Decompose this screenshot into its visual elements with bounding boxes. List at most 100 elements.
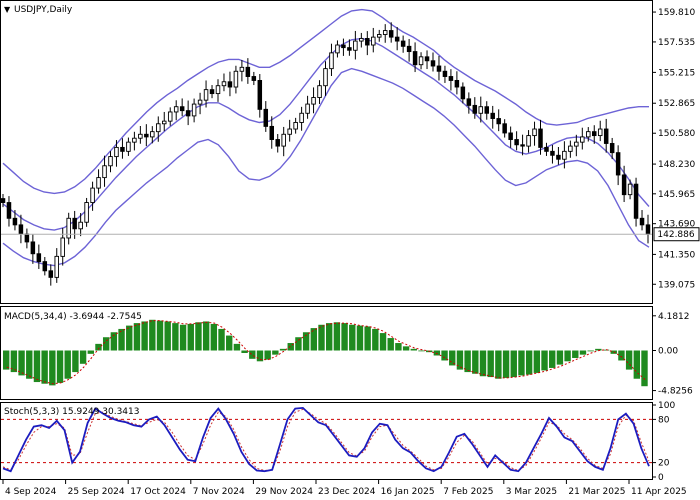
macd-bar bbox=[579, 350, 587, 355]
candle-body bbox=[406, 45, 412, 53]
time-tick-label: 23 Dec 2024 bbox=[318, 487, 376, 497]
candle-body bbox=[436, 65, 442, 72]
candle-body bbox=[377, 34, 382, 38]
candle-body bbox=[245, 66, 251, 77]
candle-body bbox=[215, 85, 221, 95]
candle-body bbox=[156, 123, 161, 133]
macd-bar bbox=[79, 350, 87, 364]
macd-bar bbox=[379, 333, 387, 351]
candle-body bbox=[574, 141, 579, 147]
stoch-tick-label: 80 bbox=[658, 415, 670, 425]
macd-bar bbox=[179, 324, 187, 351]
macd-bar bbox=[102, 337, 110, 351]
candle-body bbox=[442, 70, 448, 77]
macd-bar bbox=[195, 322, 202, 351]
macd-bar bbox=[479, 350, 487, 377]
time-tick-label: 4 Sep 2024 bbox=[5, 487, 57, 497]
macd-bar bbox=[126, 325, 133, 351]
candle-body bbox=[496, 118, 501, 125]
stoch-lines bbox=[2, 406, 650, 473]
macd-bar bbox=[133, 323, 141, 351]
macd-bar bbox=[456, 350, 464, 370]
price-tick-label: 139.075 bbox=[658, 280, 695, 290]
candle-body bbox=[60, 237, 65, 257]
candle-body bbox=[532, 128, 537, 137]
bollinger-middle-line bbox=[2, 37, 650, 231]
candle-body bbox=[173, 106, 179, 113]
macd-bar bbox=[110, 332, 118, 351]
macd-bar bbox=[26, 350, 33, 379]
candle-body bbox=[239, 66, 245, 72]
candle-body bbox=[365, 37, 370, 46]
candle-body bbox=[257, 80, 263, 110]
time-tick-label: 21 Mar 2025 bbox=[568, 487, 625, 497]
candle-body bbox=[150, 131, 155, 138]
candle-body bbox=[592, 131, 597, 137]
macd-bar bbox=[10, 350, 18, 373]
macd-bar bbox=[602, 349, 610, 351]
candle-body bbox=[615, 152, 621, 176]
macd-bar bbox=[387, 338, 394, 351]
macd-bar bbox=[449, 350, 456, 366]
chevron-down-icon[interactable]: ▼ bbox=[4, 5, 11, 14]
macd-signal-path bbox=[6, 320, 646, 385]
macd-bar bbox=[472, 350, 479, 374]
candle-body bbox=[466, 98, 472, 106]
candle-body bbox=[197, 99, 203, 105]
macd-bar bbox=[172, 323, 179, 351]
macd-bar bbox=[202, 321, 210, 351]
candle-body bbox=[424, 56, 430, 62]
candle-body bbox=[603, 128, 609, 144]
macd-bar bbox=[564, 350, 571, 362]
time-tick-label: 17 Oct 2024 bbox=[130, 487, 186, 497]
macd-bar bbox=[372, 328, 379, 351]
macd-bar bbox=[441, 350, 448, 361]
candlesticks bbox=[0, 22, 651, 286]
candle-body bbox=[293, 122, 298, 130]
candle-body bbox=[132, 137, 137, 143]
macd-bar bbox=[56, 350, 64, 383]
candle-body bbox=[550, 150, 555, 156]
macd-histogram bbox=[3, 319, 648, 387]
macd-bar bbox=[641, 350, 648, 387]
candle-body bbox=[144, 133, 149, 138]
macd-bar bbox=[118, 328, 125, 351]
candle-body bbox=[167, 111, 173, 122]
candle-body bbox=[54, 255, 60, 278]
price-tick-label: 145.965 bbox=[658, 190, 695, 200]
candle-body bbox=[12, 217, 18, 226]
candle-body bbox=[161, 120, 167, 125]
candle-body bbox=[520, 144, 525, 147]
macd-bar bbox=[264, 350, 271, 360]
macd-bar bbox=[618, 350, 625, 361]
candle-body bbox=[96, 177, 101, 189]
current-price-label-box bbox=[653, 227, 700, 242]
macd-bar bbox=[410, 348, 417, 351]
macd-bar bbox=[295, 337, 302, 351]
time-tick-label: 11 Apr 2025 bbox=[631, 487, 687, 497]
macd-bar bbox=[633, 350, 641, 379]
price-tick-label: 152.865 bbox=[658, 99, 695, 109]
macd-bar bbox=[625, 350, 633, 370]
price-tick-label: 143.690 bbox=[658, 220, 695, 230]
stoch-tick-label: 0 bbox=[658, 473, 664, 483]
candle-body bbox=[478, 106, 484, 114]
candle-body bbox=[388, 30, 394, 38]
candle-body bbox=[311, 97, 316, 105]
macd-bar bbox=[256, 350, 264, 362]
candle-body bbox=[394, 36, 400, 42]
macd-bar bbox=[502, 350, 510, 378]
candle-body bbox=[359, 37, 364, 42]
time-tick-label: 3 Mar 2025 bbox=[506, 487, 557, 497]
macd-bar bbox=[87, 350, 94, 354]
candle-body bbox=[353, 40, 358, 51]
candle-body bbox=[329, 52, 334, 70]
macd-bar bbox=[302, 332, 310, 351]
macd-bar bbox=[333, 322, 341, 351]
macd-bar bbox=[533, 350, 541, 373]
candle-body bbox=[382, 30, 388, 35]
macd-bar bbox=[18, 350, 25, 376]
macd-bar bbox=[72, 350, 79, 373]
macd-bar bbox=[364, 326, 371, 351]
candle-body bbox=[203, 89, 209, 101]
